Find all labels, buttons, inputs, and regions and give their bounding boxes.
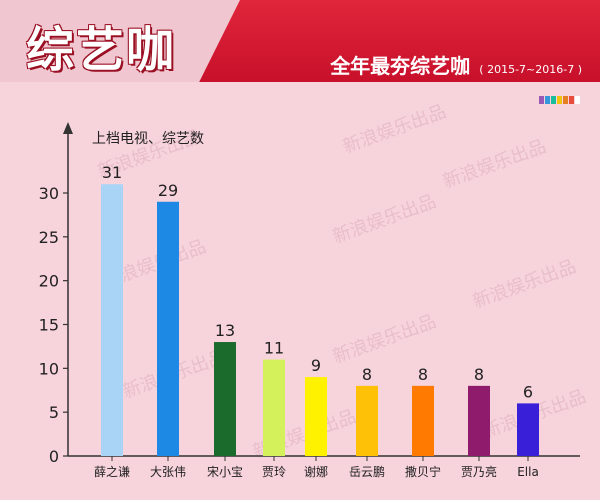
color-strip-swatch (551, 96, 556, 104)
bar-value-label: 13 (215, 321, 235, 340)
bar-value-label: 6 (523, 382, 533, 401)
y-tick-label: 15 (39, 316, 59, 335)
bar-value-label: 11 (264, 339, 284, 358)
bar (356, 385, 378, 456)
x-tick-label: 岳云鹏 (349, 465, 385, 479)
y-axis-label: 上档电视、综艺数 (92, 131, 204, 147)
subtitle: 全年最夯综艺咖 (330, 54, 471, 78)
bar (214, 342, 236, 456)
color-strip-swatch (563, 96, 568, 104)
y-axis-arrow (63, 122, 73, 134)
y-tick-label: 10 (39, 359, 59, 378)
bar (263, 359, 285, 456)
color-strip-swatch (575, 96, 580, 104)
title-box (0, 0, 240, 82)
y-tick-label: 30 (39, 184, 59, 203)
bar-value-label: 8 (362, 365, 372, 384)
bar (412, 385, 434, 456)
bar (157, 201, 179, 456)
main-title: 综艺咖 (26, 22, 177, 78)
x-tick-label: 贾乃亮 (461, 464, 497, 479)
y-tick-label: 5 (49, 403, 59, 422)
y-tick-label: 20 (39, 272, 59, 291)
x-tick-label: 薛之谦 (94, 465, 130, 479)
color-strip (539, 96, 580, 104)
x-tick-label: 谢娜 (304, 464, 328, 479)
bar-value-label: 8 (418, 365, 428, 384)
bar (101, 184, 123, 456)
bar (305, 377, 327, 456)
color-strip-swatch (545, 96, 550, 104)
bar-value-label: 9 (311, 356, 321, 375)
y-tick-label: 25 (39, 228, 59, 247)
x-tick-label: 撒贝宁 (405, 464, 441, 479)
x-tick-label: 宋小宝 (207, 464, 243, 479)
bar-value-label: 29 (158, 181, 178, 200)
color-strip-swatch (557, 96, 562, 104)
bar-value-label: 31 (102, 163, 122, 182)
bar-value-label: 8 (474, 365, 484, 384)
date-range: ( 2015-7~2016-7 ) (479, 63, 582, 76)
subtitle-group: 全年最夯综艺咖 ( 2015-7~2016-7 ) (330, 50, 582, 79)
color-strip-swatch (569, 96, 574, 104)
y-tick-label: 0 (49, 447, 59, 466)
bar (468, 385, 490, 456)
x-tick-label: 贾玲 (262, 465, 286, 479)
x-tick-label: 大张伟 (150, 465, 186, 479)
x-tick-label: Ella (517, 465, 539, 479)
color-strip-swatch (539, 96, 544, 104)
bar (517, 403, 539, 456)
